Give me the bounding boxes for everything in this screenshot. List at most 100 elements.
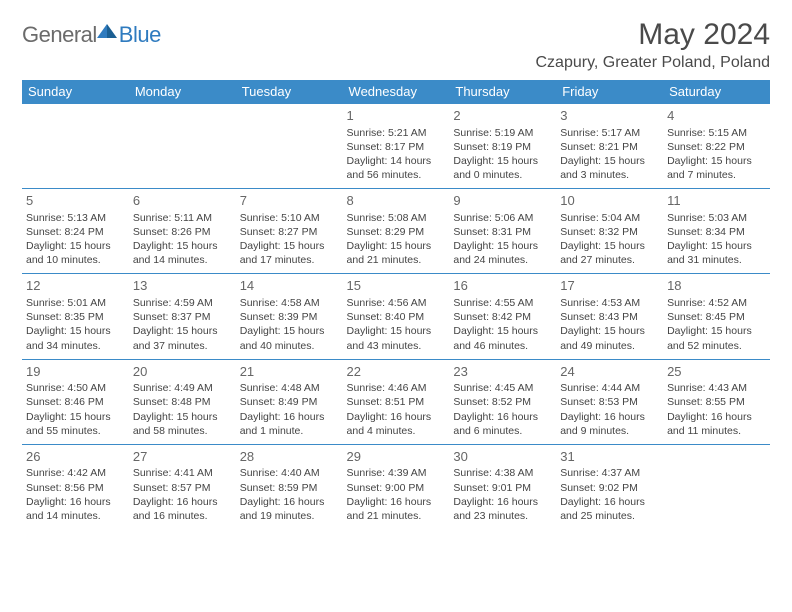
day-header: Wednesday <box>343 80 450 104</box>
sunset-line: Sunset: 8:34 PM <box>667 225 766 239</box>
day-number: 29 <box>347 448 446 466</box>
calendar-week-row: 26Sunrise: 4:42 AMSunset: 8:56 PMDayligh… <box>22 444 770 529</box>
calendar-cell: 18Sunrise: 4:52 AMSunset: 8:45 PMDayligh… <box>663 274 770 359</box>
sunrise-line: Sunrise: 4:37 AM <box>560 466 659 480</box>
day-number: 24 <box>560 363 659 381</box>
daylight-line: Daylight: 16 hours and 9 minutes. <box>560 410 659 438</box>
calendar-cell: 29Sunrise: 4:39 AMSunset: 9:00 PMDayligh… <box>343 444 450 529</box>
sunrise-line: Sunrise: 5:11 AM <box>133 211 232 225</box>
daylight-line: Daylight: 16 hours and 14 minutes. <box>26 495 125 523</box>
sunset-line: Sunset: 8:48 PM <box>133 395 232 409</box>
sunset-line: Sunset: 8:42 PM <box>453 310 552 324</box>
calendar-cell: 5Sunrise: 5:13 AMSunset: 8:24 PMDaylight… <box>22 189 129 274</box>
calendar-body: 1Sunrise: 5:21 AMSunset: 8:17 PMDaylight… <box>22 104 770 530</box>
calendar-cell: 26Sunrise: 4:42 AMSunset: 8:56 PMDayligh… <box>22 444 129 529</box>
month-title: May 2024 <box>536 18 771 52</box>
calendar-cell: 20Sunrise: 4:49 AMSunset: 8:48 PMDayligh… <box>129 359 236 444</box>
calendar-cell: 24Sunrise: 4:44 AMSunset: 8:53 PMDayligh… <box>556 359 663 444</box>
day-number: 16 <box>453 277 552 295</box>
calendar-cell: 8Sunrise: 5:08 AMSunset: 8:29 PMDaylight… <box>343 189 450 274</box>
sunrise-line: Sunrise: 4:53 AM <box>560 296 659 310</box>
daylight-line: Daylight: 16 hours and 19 minutes. <box>240 495 339 523</box>
sunrise-line: Sunrise: 5:21 AM <box>347 126 446 140</box>
sunrise-line: Sunrise: 4:49 AM <box>133 381 232 395</box>
calendar-cell: 15Sunrise: 4:56 AMSunset: 8:40 PMDayligh… <box>343 274 450 359</box>
calendar-cell: 11Sunrise: 5:03 AMSunset: 8:34 PMDayligh… <box>663 189 770 274</box>
calendar-cell: 19Sunrise: 4:50 AMSunset: 8:46 PMDayligh… <box>22 359 129 444</box>
day-number: 8 <box>347 192 446 210</box>
sunrise-line: Sunrise: 4:46 AM <box>347 381 446 395</box>
day-header: Monday <box>129 80 236 104</box>
calendar-cell: 21Sunrise: 4:48 AMSunset: 8:49 PMDayligh… <box>236 359 343 444</box>
sunset-line: Sunset: 8:40 PM <box>347 310 446 324</box>
day-number: 17 <box>560 277 659 295</box>
sunset-line: Sunset: 8:56 PM <box>26 481 125 495</box>
sunset-line: Sunset: 8:26 PM <box>133 225 232 239</box>
daylight-line: Daylight: 15 hours and 17 minutes. <box>240 239 339 267</box>
daylight-line: Daylight: 15 hours and 3 minutes. <box>560 154 659 182</box>
calendar-table: SundayMondayTuesdayWednesdayThursdayFrid… <box>22 80 770 529</box>
day-number: 28 <box>240 448 339 466</box>
sunrise-line: Sunrise: 5:10 AM <box>240 211 339 225</box>
day-header: Thursday <box>449 80 556 104</box>
day-number: 13 <box>133 277 232 295</box>
day-header: Saturday <box>663 80 770 104</box>
logo: General Blue <box>22 18 161 48</box>
day-number: 5 <box>26 192 125 210</box>
daylight-line: Daylight: 16 hours and 4 minutes. <box>347 410 446 438</box>
daylight-line: Daylight: 16 hours and 16 minutes. <box>133 495 232 523</box>
day-number: 20 <box>133 363 232 381</box>
sunset-line: Sunset: 8:57 PM <box>133 481 232 495</box>
sunrise-line: Sunrise: 4:58 AM <box>240 296 339 310</box>
daylight-line: Daylight: 14 hours and 56 minutes. <box>347 154 446 182</box>
day-number: 27 <box>133 448 232 466</box>
calendar-cell: 14Sunrise: 4:58 AMSunset: 8:39 PMDayligh… <box>236 274 343 359</box>
daylight-line: Daylight: 15 hours and 34 minutes. <box>26 324 125 352</box>
sunset-line: Sunset: 8:49 PM <box>240 395 339 409</box>
daylight-line: Daylight: 15 hours and 40 minutes. <box>240 324 339 352</box>
sunset-line: Sunset: 8:45 PM <box>667 310 766 324</box>
sunset-line: Sunset: 8:59 PM <box>240 481 339 495</box>
sunset-line: Sunset: 8:55 PM <box>667 395 766 409</box>
day-number: 2 <box>453 107 552 125</box>
daylight-line: Daylight: 15 hours and 10 minutes. <box>26 239 125 267</box>
sunrise-line: Sunrise: 5:17 AM <box>560 126 659 140</box>
daylight-line: Daylight: 16 hours and 1 minute. <box>240 410 339 438</box>
sunset-line: Sunset: 8:35 PM <box>26 310 125 324</box>
sunrise-line: Sunrise: 5:13 AM <box>26 211 125 225</box>
daylight-line: Daylight: 15 hours and 31 minutes. <box>667 239 766 267</box>
sunrise-line: Sunrise: 5:06 AM <box>453 211 552 225</box>
daylight-line: Daylight: 16 hours and 11 minutes. <box>667 410 766 438</box>
day-number: 9 <box>453 192 552 210</box>
daylight-line: Daylight: 16 hours and 6 minutes. <box>453 410 552 438</box>
location: Czapury, Greater Poland, Poland <box>536 54 771 72</box>
sunset-line: Sunset: 8:37 PM <box>133 310 232 324</box>
sunset-line: Sunset: 8:29 PM <box>347 225 446 239</box>
daylight-line: Daylight: 15 hours and 24 minutes. <box>453 239 552 267</box>
daylight-line: Daylight: 15 hours and 46 minutes. <box>453 324 552 352</box>
sunrise-line: Sunrise: 4:55 AM <box>453 296 552 310</box>
day-number: 22 <box>347 363 446 381</box>
calendar-cell: 31Sunrise: 4:37 AMSunset: 9:02 PMDayligh… <box>556 444 663 529</box>
calendar-cell: 6Sunrise: 5:11 AMSunset: 8:26 PMDaylight… <box>129 189 236 274</box>
day-number: 19 <box>26 363 125 381</box>
logo-text-general: General <box>22 22 97 48</box>
daylight-line: Daylight: 16 hours and 21 minutes. <box>347 495 446 523</box>
logo-triangle-icon <box>97 24 117 38</box>
calendar-cell: 30Sunrise: 4:38 AMSunset: 9:01 PMDayligh… <box>449 444 556 529</box>
day-number: 23 <box>453 363 552 381</box>
day-number: 11 <box>667 192 766 210</box>
day-number: 14 <box>240 277 339 295</box>
calendar-cell: 3Sunrise: 5:17 AMSunset: 8:21 PMDaylight… <box>556 104 663 189</box>
calendar-cell: 23Sunrise: 4:45 AMSunset: 8:52 PMDayligh… <box>449 359 556 444</box>
sunset-line: Sunset: 8:27 PM <box>240 225 339 239</box>
daylight-line: Daylight: 15 hours and 27 minutes. <box>560 239 659 267</box>
sunset-line: Sunset: 8:24 PM <box>26 225 125 239</box>
sunrise-line: Sunrise: 5:03 AM <box>667 211 766 225</box>
sunrise-line: Sunrise: 4:45 AM <box>453 381 552 395</box>
sunrise-line: Sunrise: 4:52 AM <box>667 296 766 310</box>
calendar-cell: 4Sunrise: 5:15 AMSunset: 8:22 PMDaylight… <box>663 104 770 189</box>
daylight-line: Daylight: 15 hours and 21 minutes. <box>347 239 446 267</box>
sunrise-line: Sunrise: 4:56 AM <box>347 296 446 310</box>
sunset-line: Sunset: 8:31 PM <box>453 225 552 239</box>
